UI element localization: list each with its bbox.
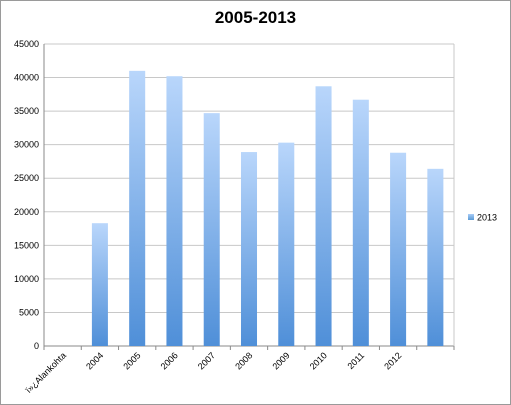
bar (390, 152, 407, 346)
y-tick-label: 15000 (14, 240, 39, 250)
legend-label: 2013 (477, 213, 497, 223)
x-tick-label: 2007 (196, 350, 217, 371)
legend-swatch (468, 214, 474, 220)
bars (91, 70, 444, 347)
x-tick-label: 2005 (121, 350, 142, 371)
x-tick-label: 2009 (270, 350, 291, 371)
y-tick-label: 30000 (14, 140, 39, 150)
chart-title: 2005-2013 (214, 8, 297, 27)
y-tick-labels: 0 5000 10000 15000 20000 25000 30000 35000 40000… (14, 39, 39, 351)
y-tick-label: 0 (34, 341, 39, 351)
bar (166, 76, 183, 347)
bar (278, 142, 295, 346)
x-tick-label: 2011 (345, 350, 366, 371)
bar (352, 99, 369, 346)
y-tick-label: 35000 (14, 106, 39, 116)
y-tick-label: 20000 (14, 207, 39, 217)
x-tick-label: 2008 (233, 350, 254, 371)
y-tick-label: 45000 (14, 39, 39, 49)
y-tick-label: 25000 (14, 173, 39, 183)
y-tick-label: 10000 (14, 274, 39, 284)
bar (91, 223, 108, 346)
x-tick-label: 2006 (159, 350, 180, 371)
x-tick-label: ï»¿Alankohta (23, 350, 68, 395)
bar (129, 70, 146, 346)
bar (203, 113, 220, 346)
x-tick-labels: ï»¿Alankohta 2004 2005 2006 2007 2008 2009 2010… (23, 350, 403, 395)
bar (427, 168, 444, 346)
bar (315, 86, 332, 346)
legend: 2013 (468, 213, 497, 223)
x-tick-label: 2010 (308, 350, 329, 371)
bar (240, 152, 258, 346)
y-tick-label: 40000 (14, 73, 39, 83)
x-tick-label: 2004 (84, 350, 105, 371)
y-tick-label: 5000 (19, 307, 39, 317)
x-tick-label: 2012 (382, 350, 403, 371)
